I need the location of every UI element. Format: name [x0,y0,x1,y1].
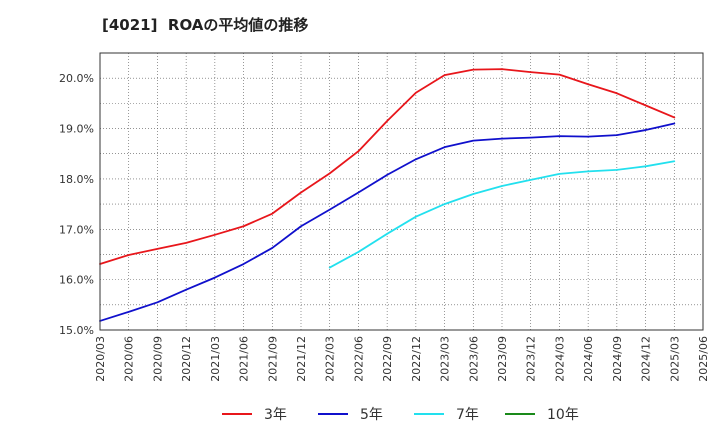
legend-label: 5年 [360,407,383,423]
legend-label: 7年 [456,407,479,423]
x-tick-label: 2022/09 [381,336,394,382]
x-tick-label: 2023/12 [525,336,538,382]
chart-title: [4021] ROAの平均値の推移 [102,16,309,34]
series-lines [99,68,676,322]
x-tick-label: 2020/03 [94,336,107,382]
x-tick-label: 2022/06 [352,336,365,382]
y-tick-label: 16.0% [59,274,94,287]
series-line [328,160,676,269]
x-tick-label: 2021/12 [295,336,308,382]
x-tick-label: 2021/09 [266,336,279,382]
x-tick-label: 2024/06 [582,336,595,382]
legend-label: 10年 [547,407,579,423]
x-tick-label: 2024/12 [640,336,653,382]
x-tick-label: 2022/03 [324,336,337,382]
x-tick-label: 2024/03 [553,336,566,382]
y-tick-label: 19.0% [59,123,94,136]
y-axis-ticks: 15.0% 16.0% 17.0% 18.0% 19.0% 20.0% [59,72,94,337]
x-tick-label: 2020/09 [151,336,164,382]
series-line [99,122,676,322]
x-tick-label: 2020/06 [123,336,136,382]
x-tick-label: 2022/12 [410,336,423,382]
x-tick-label: 2025/03 [668,336,681,382]
x-tick-label: 2021/06 [238,336,251,382]
x-tick-label: 2023/09 [496,336,509,382]
x-tick-label: 2021/03 [209,336,222,382]
x-tick-label: 2023/03 [439,336,452,382]
y-tick-label: 20.0% [59,72,94,85]
plot-frame [99,52,704,331]
x-tick-label: 2020/12 [180,336,193,382]
y-tick-label: 15.0% [59,324,94,337]
legend: 3年 5年 7年 10年 [222,407,579,423]
x-tick-label: 2024/09 [611,336,624,382]
x-tick-label: 2023/06 [467,336,480,382]
y-tick-label: 17.0% [59,223,94,236]
series-line [99,68,676,265]
x-tick-label: 2025/06 [697,336,710,382]
legend-label: 3年 [264,407,287,423]
x-axis-ticks: 2020/03 2020/06 2020/09 2020/12 2021/03 2021/… [94,336,710,382]
y-tick-label: 18.0% [59,173,94,186]
